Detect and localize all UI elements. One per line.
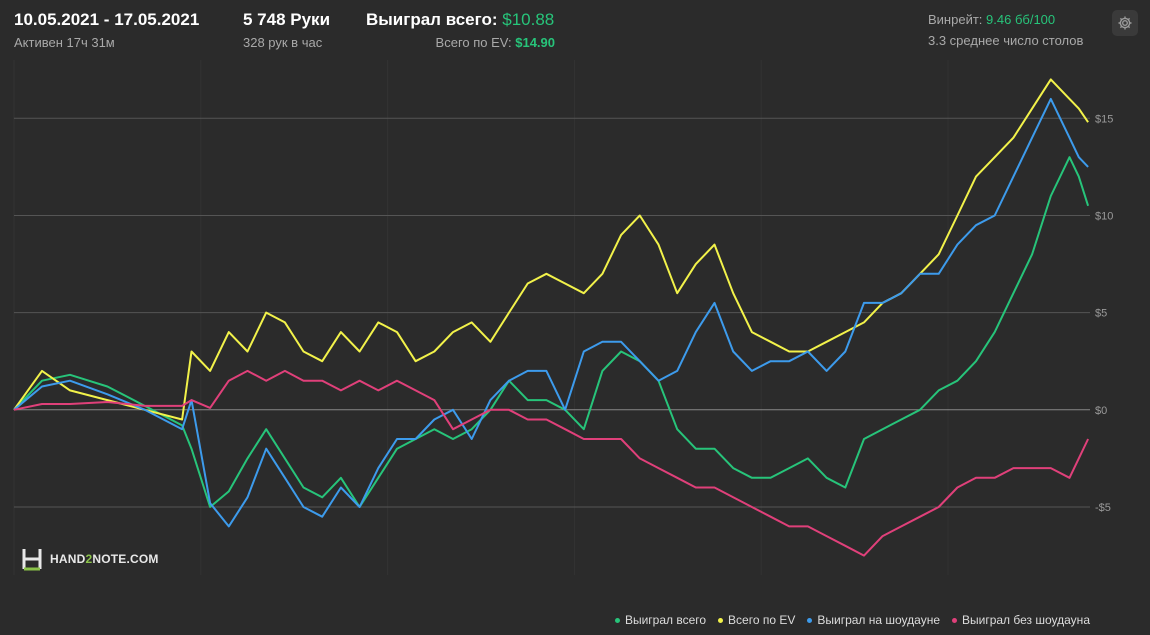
logo-text-b: 2 bbox=[85, 552, 93, 566]
ev-total-value: $14.90 bbox=[515, 35, 555, 50]
legend-item-1[interactable]: Выиграл всего bbox=[614, 613, 707, 627]
header: 10.05.2021 - 17.05.2021 Активен 17ч 31м … bbox=[0, 0, 1150, 60]
logo-text-c: NOTE.COM bbox=[92, 552, 159, 566]
legend-dot-icon bbox=[952, 617, 957, 623]
grid bbox=[13, 60, 1090, 575]
series-line-3 bbox=[13, 97, 1089, 528]
h2n-logo-icon bbox=[22, 549, 42, 571]
chart-legend: Выиграл всего Всего по EV Выиграл на шоуда… bbox=[614, 612, 1090, 628]
legend-dot-icon bbox=[718, 617, 724, 623]
y-tick-label: $0 bbox=[1095, 405, 1107, 417]
series-line-2 bbox=[13, 78, 1089, 421]
hands-count: 5 748 Руки bbox=[243, 10, 331, 29]
ev-total-label: Всего по EV: bbox=[435, 35, 512, 50]
legend-label: Выиграл всего bbox=[624, 613, 707, 627]
date-range: 10.05.2021 - 17.05.2021 bbox=[14, 10, 200, 29]
axis-ticks: 01 0002 0003 0004 0005 000$15$10$5$0-$5 bbox=[1095, 113, 1113, 514]
hand2note-logo: HAND2NOTE.COM bbox=[22, 547, 159, 571]
legend-label: Выиграл без шоудауна bbox=[962, 613, 1090, 627]
y-tick-label: $15 bbox=[1095, 113, 1113, 125]
legend-label: Всего по EV bbox=[728, 613, 796, 627]
logo-text: HAND2NOTE.COM bbox=[50, 552, 159, 566]
avg-tables: 3.3 среднее число столов bbox=[928, 33, 1084, 48]
winrate: Винрейт: 9.46 бб/100 bbox=[928, 12, 1055, 27]
legend-label: Выиграл на шоудауне bbox=[817, 613, 940, 627]
series-lines bbox=[13, 78, 1090, 557]
legend-item-3[interactable]: Выиграл на шоудауне bbox=[807, 613, 940, 627]
series-line-1 bbox=[13, 156, 1090, 508]
settings-button[interactable] bbox=[1112, 10, 1138, 36]
y-tick-label: $5 bbox=[1095, 308, 1107, 320]
legend-item-4[interactable]: Выиграл без шоудауна bbox=[952, 613, 1090, 627]
gear-icon bbox=[1118, 16, 1132, 30]
y-tick-label: -$5 bbox=[1095, 502, 1111, 514]
legend-item-2[interactable]: Всего по EV bbox=[718, 613, 795, 627]
won-total-label: Выиграл всего: bbox=[366, 10, 498, 29]
active-time: Активен 17ч 31м bbox=[14, 35, 115, 50]
won-total: Выиграл всего: $10.88 bbox=[366, 10, 554, 30]
ev-total: Всего по EV: $14.90 bbox=[436, 35, 555, 50]
profit-graph: 01 0002 0003 0004 0005 000$15$10$5$0-$5 bbox=[13, 60, 1113, 575]
logo-text-a: HAND bbox=[50, 552, 86, 566]
y-tick-label: $10 bbox=[1095, 210, 1113, 222]
legend-dot-icon bbox=[807, 617, 813, 623]
winrate-value: 9.46 бб/100 bbox=[986, 12, 1056, 27]
winrate-label: Винрейт: bbox=[928, 12, 983, 27]
hands-per-hour: 328 рук в час bbox=[243, 35, 323, 50]
legend-dot-icon bbox=[614, 617, 620, 623]
won-total-value: $10.88 bbox=[502, 10, 555, 29]
series-line-4 bbox=[13, 369, 1090, 557]
